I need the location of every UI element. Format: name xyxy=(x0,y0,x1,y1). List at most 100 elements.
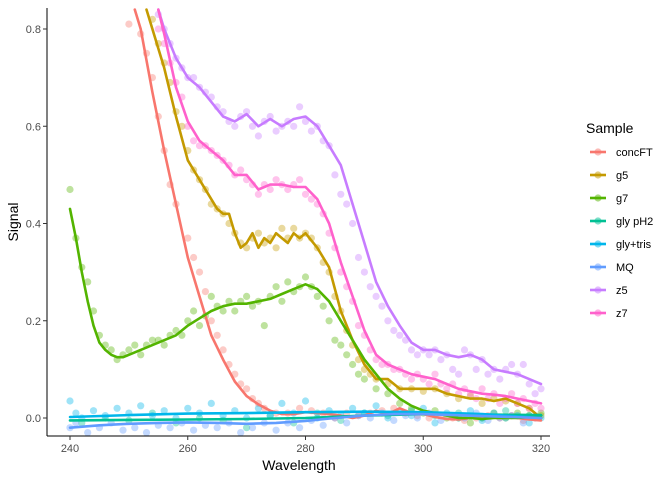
point-z5 xyxy=(272,127,280,135)
point-g5 xyxy=(278,224,286,232)
point-mq xyxy=(213,424,221,432)
legend-label-z5: z5 xyxy=(616,285,628,297)
point-mq xyxy=(343,419,351,427)
legend-label-z7: z7 xyxy=(616,308,628,320)
point-z5 xyxy=(425,351,433,359)
point-z5 xyxy=(266,112,274,121)
point-mq xyxy=(390,416,398,424)
point-z5 xyxy=(337,190,345,198)
point-g7 xyxy=(313,292,321,300)
point-mq xyxy=(166,424,174,432)
point-g5 xyxy=(272,244,280,252)
point-g7 xyxy=(148,336,156,344)
point-mq xyxy=(296,424,304,432)
x-tick-label: 300 xyxy=(414,443,432,455)
point-z5 xyxy=(307,127,315,135)
point-z5 xyxy=(531,390,539,398)
point-g7 xyxy=(66,185,74,194)
point-z5 xyxy=(455,370,463,378)
point-concft xyxy=(213,331,221,339)
legend-key-point-concft xyxy=(594,148,602,156)
point-z5 xyxy=(519,360,527,369)
point-g7 xyxy=(325,317,333,325)
x-tick-label: 280 xyxy=(296,443,314,455)
point-g7 xyxy=(195,322,204,330)
lines-layer xyxy=(68,8,543,429)
point-z5 xyxy=(407,346,416,354)
point-g7 xyxy=(278,297,286,305)
point-g7 xyxy=(343,351,351,359)
point-concft xyxy=(195,268,204,276)
point-g7 xyxy=(372,385,380,393)
point-z7 xyxy=(296,176,304,184)
point-z7 xyxy=(537,404,545,412)
legend-label-mq: MQ xyxy=(616,262,634,274)
point-z7 xyxy=(272,176,280,184)
legend-label-g7: g7 xyxy=(616,193,628,205)
point-gly-tris xyxy=(207,399,215,407)
point-concft xyxy=(125,20,133,28)
point-g7 xyxy=(219,307,227,315)
point-z5 xyxy=(290,122,298,130)
x-tick-label: 240 xyxy=(61,443,79,455)
point-g7 xyxy=(396,399,404,407)
point-z5 xyxy=(331,171,339,179)
point-mq xyxy=(272,426,280,434)
series-line-mq xyxy=(68,412,543,429)
series-line-g5 xyxy=(145,8,543,420)
legend-label-gly-ph2: gly pH2 xyxy=(616,216,653,228)
point-gly-tris xyxy=(372,402,380,410)
point-z5 xyxy=(460,346,469,354)
y-tick-label: 0.0 xyxy=(26,413,41,425)
point-g7 xyxy=(284,278,292,286)
point-z7 xyxy=(154,25,162,33)
point-mq xyxy=(84,429,92,436)
point-z5 xyxy=(378,302,386,310)
x-axis-label: Wavelength xyxy=(262,457,335,473)
point-z7 xyxy=(301,190,310,198)
point-z7 xyxy=(425,380,433,388)
point-g7 xyxy=(301,273,310,281)
point-z7 xyxy=(443,385,451,393)
y-tick-label: 0.6 xyxy=(26,121,41,133)
point-z5 xyxy=(349,219,357,228)
point-g7 xyxy=(225,297,233,305)
point-gly-tris xyxy=(431,419,439,427)
point-z5 xyxy=(413,351,421,359)
point-g7 xyxy=(131,341,139,349)
point-concft xyxy=(243,385,251,393)
point-z5 xyxy=(525,380,533,388)
point-g7 xyxy=(137,351,145,359)
point-z5 xyxy=(390,326,398,335)
point-z5 xyxy=(484,370,492,378)
legend-key-point-gly-ph2 xyxy=(594,217,602,225)
legend-key-point-mq xyxy=(594,263,602,271)
point-concft xyxy=(219,346,227,354)
point-concft xyxy=(207,317,215,325)
point-g7 xyxy=(231,307,239,315)
point-g7 xyxy=(360,375,368,383)
legend-label-concft: concFT xyxy=(616,147,653,159)
point-g7 xyxy=(354,370,363,378)
point-gly-tris xyxy=(349,404,357,412)
point-g7 xyxy=(260,322,268,330)
y-tick-label: 0.8 xyxy=(26,24,41,36)
point-g7 xyxy=(243,292,251,300)
point-z5 xyxy=(254,132,262,140)
point-z7 xyxy=(354,322,363,330)
point-mq xyxy=(131,424,139,432)
legend-title: Sample xyxy=(586,120,634,136)
y-tick-label: 0.4 xyxy=(26,219,41,231)
point-g7 xyxy=(272,283,280,291)
series-line-z5 xyxy=(157,8,543,386)
point-z7 xyxy=(237,166,245,174)
point-g7 xyxy=(84,278,92,286)
point-z5 xyxy=(472,365,480,373)
point-z5 xyxy=(396,331,404,339)
point-g7 xyxy=(331,336,339,344)
point-concft xyxy=(190,253,198,262)
point-g7 xyxy=(184,317,192,325)
point-g7 xyxy=(248,302,257,310)
